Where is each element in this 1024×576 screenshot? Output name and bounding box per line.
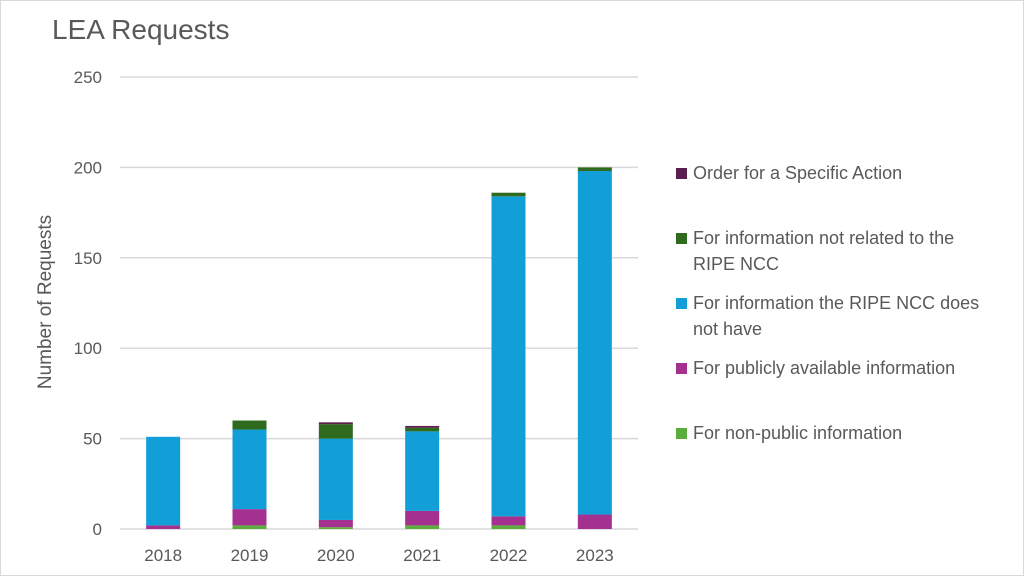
bar-segment: [232, 420, 267, 430]
bar-segment: [146, 436, 181, 526]
y-tick-label: 150: [74, 249, 102, 268]
legend-item: For information not related to the RIPE …: [676, 225, 983, 277]
bar-segment: [491, 516, 526, 526]
x-tick-label: 2018: [144, 546, 182, 565]
bar-segment: [318, 438, 353, 520]
bar-segment: [577, 171, 612, 515]
chart-title: LEA Requests: [52, 14, 230, 45]
legend-item: For information the RIPE NCC does not ha…: [676, 290, 983, 342]
legend-item: For non-public information: [676, 420, 902, 446]
y-tick-label: 100: [74, 339, 102, 358]
legend-label: For information the RIPE NCC does not ha…: [693, 293, 980, 339]
x-tick-label: 2023: [576, 546, 614, 565]
legend-swatch: [676, 233, 687, 244]
legend-swatch: [676, 168, 687, 179]
bar-segment: [491, 525, 526, 529]
bar-segment: [318, 424, 353, 439]
legend-label: Order for a Specific Action: [693, 163, 903, 183]
x-tick-label: 2019: [231, 546, 269, 565]
y-tick-label: 250: [74, 68, 102, 87]
legend-label: For information not related to the RIPE …: [693, 228, 955, 274]
bar-segment: [577, 514, 612, 529]
legend-item: For publicly available information: [676, 355, 983, 381]
legend-label: For non-public information: [693, 423, 903, 443]
x-tick-label: 2022: [490, 546, 528, 565]
bar-segment: [232, 509, 267, 526]
x-tick-label: 2020: [317, 546, 355, 565]
bar-segment: [318, 519, 353, 528]
bar-segment: [405, 510, 440, 526]
bar-segment: [491, 192, 526, 197]
legend-swatch: [676, 428, 687, 439]
bar-segment: [405, 425, 440, 428]
bar-segment: [577, 167, 612, 172]
y-tick-label: 200: [74, 158, 102, 177]
bar-segment: [146, 525, 181, 529]
bar-segment: [232, 429, 267, 510]
bar-segment: [405, 525, 440, 529]
y-tick-label: 50: [83, 430, 102, 449]
legend-swatch: [676, 363, 687, 374]
bar-segment: [405, 427, 440, 432]
bar-segment: [232, 525, 267, 529]
bar-segment: [491, 196, 526, 517]
legend-swatch: [676, 298, 687, 309]
bar-segment: [318, 422, 353, 425]
y-tick-label: 0: [93, 520, 102, 539]
bar-segment: [405, 431, 440, 511]
bar-segment: [318, 527, 353, 529]
legend-label: For publicly available information: [693, 358, 956, 378]
x-tick-label: 2021: [403, 546, 441, 565]
legend-item: Order for a Specific Action: [676, 160, 902, 186]
